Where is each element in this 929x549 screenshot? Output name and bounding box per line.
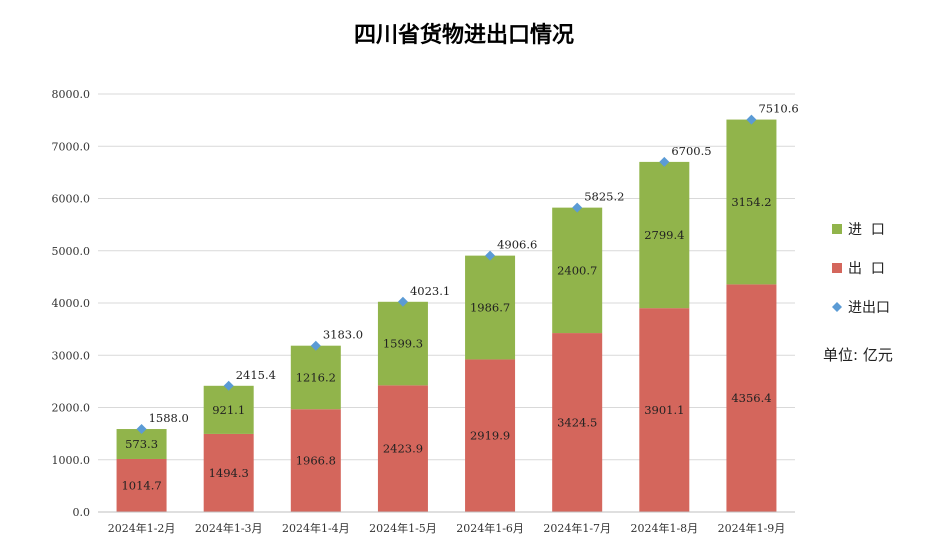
data-label-total: 1588.0 <box>149 411 189 425</box>
bar-export <box>203 433 254 512</box>
total-marker <box>485 250 496 261</box>
data-label-export: 3901.1 <box>644 403 684 417</box>
data-label-import: 1599.3 <box>383 337 423 351</box>
y-tick-label: 7000.0 <box>52 140 91 153</box>
bar-import <box>203 385 254 434</box>
legend-swatch <box>832 263 842 273</box>
x-tick-label: 2024年1-5月 <box>369 521 437 535</box>
bar-import <box>290 345 341 410</box>
data-label-import: 2799.4 <box>644 228 684 242</box>
bar-import <box>639 161 690 309</box>
data-label-export: 1966.8 <box>296 454 336 468</box>
data-label-total: 2415.4 <box>236 368 276 382</box>
data-label-import: 2400.7 <box>557 263 597 277</box>
y-tick-label: 1000.0 <box>52 454 91 467</box>
total-marker <box>572 202 583 213</box>
x-tick-label: 2024年1-9月 <box>718 521 786 535</box>
total-marker <box>746 114 757 125</box>
chart-title: 四川省货物进出口情况 <box>354 22 574 48</box>
y-tick-label: 0.0 <box>73 506 91 519</box>
bar-import <box>726 119 777 285</box>
bar-export <box>290 409 341 512</box>
data-label-export: 2423.9 <box>383 442 423 456</box>
total-marker <box>397 296 408 307</box>
y-tick-label: 8000.0 <box>52 88 91 101</box>
data-label-export: 3424.5 <box>557 416 597 430</box>
bar-export <box>639 308 690 512</box>
bar-export <box>552 333 603 512</box>
data-label-total: 7510.6 <box>758 102 798 116</box>
y-tick-label: 2000.0 <box>52 402 91 415</box>
axes: 0.0 1000.0 2000.0 3000.0 4000.0 5000.0 6000.0 7… <box>52 88 795 535</box>
y-tick-label: 6000.0 <box>52 193 91 206</box>
data-label-total: 6700.5 <box>671 144 711 158</box>
data-label-export: 2919.9 <box>470 429 510 443</box>
x-tick-label: 2024年1-3月 <box>195 521 263 535</box>
y-tick-label: 3000.0 <box>52 349 91 362</box>
data-label-import: 1986.7 <box>470 301 510 315</box>
legend-swatch <box>832 224 842 234</box>
data-label-import: 3154.2 <box>731 195 771 209</box>
x-tick-label: 2024年1-8月 <box>630 521 698 535</box>
bar-import <box>377 301 428 386</box>
data-label-export: 4356.4 <box>731 391 771 405</box>
total-marker <box>223 380 234 391</box>
bar-export <box>377 385 428 512</box>
unit-label: 单位: 亿元 <box>823 346 893 364</box>
legend-swatch <box>832 302 842 312</box>
total-marker <box>136 424 147 435</box>
total-marker <box>659 156 670 167</box>
y-tick-label: 4000.0 <box>52 297 91 310</box>
x-tick-label: 2024年1-2月 <box>108 521 176 535</box>
data-label-import: 1216.2 <box>296 370 336 384</box>
bar-export <box>116 458 167 512</box>
data-label-total: 5825.2 <box>584 190 624 204</box>
data-labels: 1014.7 573.3 1588.0 1494.3 921.1 2415.4 1966.8… <box>121 102 798 493</box>
bars <box>116 119 777 512</box>
bar-export <box>726 284 777 512</box>
data-label-total: 3183.0 <box>323 328 363 342</box>
bar-import <box>552 207 603 334</box>
data-label-export: 1014.7 <box>121 478 161 492</box>
data-label-import: 921.1 <box>212 403 245 417</box>
legend-label: 出 口 <box>848 261 885 277</box>
bar-export <box>465 359 516 512</box>
legend-label: 进 口 <box>848 222 885 238</box>
x-tick-label: 2024年1-7月 <box>543 521 611 535</box>
x-tick-label: 2024年1-6月 <box>456 521 524 535</box>
total-markers <box>136 114 757 435</box>
total-marker <box>310 340 321 351</box>
legend-label: 进出口 <box>848 300 890 316</box>
y-tick-label: 5000.0 <box>52 245 91 258</box>
data-label-total: 4906.6 <box>497 238 537 252</box>
x-tick-label: 2024年1-4月 <box>282 521 350 535</box>
data-label-import: 573.3 <box>125 437 158 451</box>
data-label-export: 1494.3 <box>209 466 249 480</box>
bar-import <box>465 255 516 360</box>
data-label-total: 4023.1 <box>410 284 450 298</box>
